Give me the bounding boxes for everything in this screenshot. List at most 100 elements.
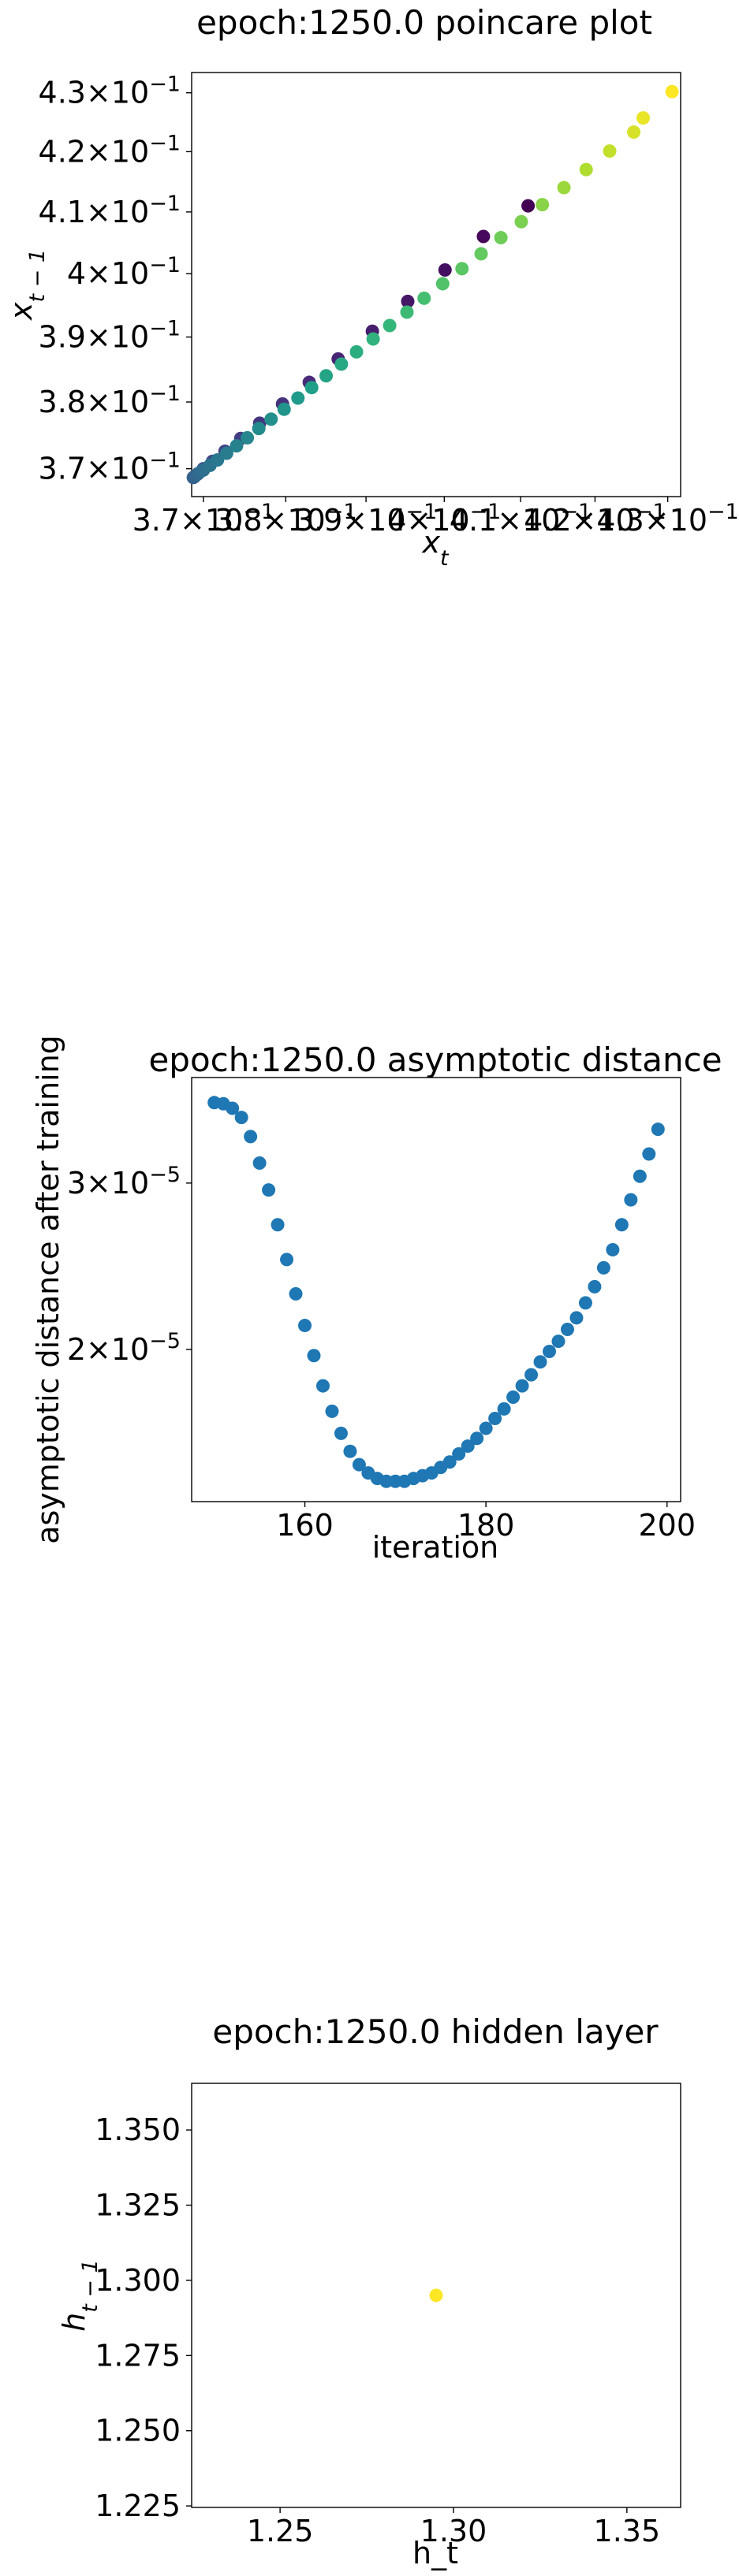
hidden-layer-y-label: ht − 1 bbox=[57, 2259, 103, 2332]
poincare-title: epoch:1250.0 poincare plot bbox=[196, 3, 652, 42]
asymptotic-point bbox=[524, 1368, 539, 1382]
asymptotic-point bbox=[280, 1253, 294, 1267]
hidden-layer-point bbox=[429, 2288, 443, 2302]
hidden-layer-plot-area bbox=[191, 2083, 681, 2508]
hidden-layer-chart: epoch:1250.0 hidden layer 1.225 1.250 1.27… bbox=[57, 2012, 681, 2570]
poincare-chart: epoch:1250.0 poincare plot 3.7×10−13.8×1… bbox=[4, 3, 739, 571]
poincare-point bbox=[455, 262, 469, 276]
poincare-point bbox=[277, 402, 291, 416]
poincare-y-tick-label: 4.2×10−1 bbox=[39, 131, 181, 169]
asymptotic-title: epoch:1250.0 asymptotic distance bbox=[148, 1040, 722, 1079]
poincare-point bbox=[636, 111, 651, 125]
poincare-y-ticks: 3.7×10−1 3.8×10−1 3.9×10−1 4×10−1 4.1×10−1 4.… bbox=[39, 72, 192, 486]
poincare-point bbox=[514, 214, 528, 229]
poincare-point bbox=[438, 262, 452, 277]
poincare-point bbox=[603, 144, 617, 158]
asymptotic-y-tick-label: 2×10−5 bbox=[67, 1328, 181, 1367]
poincare-point bbox=[304, 381, 319, 395]
poincare-x-tick-label: 4.1×10−1 bbox=[450, 500, 592, 538]
asymptotic-y-ticks: 2×10−5 3×10−5 bbox=[67, 1162, 192, 1367]
hidden-layer-y-tick-label: 1.250 bbox=[95, 2414, 181, 2448]
poincare-point bbox=[219, 446, 233, 460]
poincare-point bbox=[494, 231, 508, 245]
poincare-point bbox=[521, 199, 536, 213]
poincare-plot-area bbox=[191, 72, 681, 497]
poincare-x-tick-label: 4×10−1 bbox=[387, 500, 501, 538]
asymptotic-point bbox=[343, 1444, 357, 1458]
poincare-x-tick-label: 3.8×10−1 bbox=[215, 500, 356, 538]
hidden-layer-x-ticks: 1.25 1.30 1.35 bbox=[247, 2507, 660, 2548]
asymptotic-point bbox=[533, 1355, 547, 1369]
asymptotic-point bbox=[289, 1286, 303, 1301]
asymptotic-point bbox=[578, 1296, 592, 1310]
poincare-point bbox=[252, 422, 266, 436]
asymptotic-point bbox=[479, 1421, 493, 1435]
asymptotic-point bbox=[569, 1311, 584, 1325]
poincare-point bbox=[627, 125, 641, 140]
asymptotic-point bbox=[262, 1183, 276, 1197]
asymptotic-point bbox=[588, 1279, 602, 1294]
asymptotic-point bbox=[606, 1242, 620, 1256]
hidden-layer-y-tick-label: 1.350 bbox=[95, 2113, 181, 2147]
hidden-layer-x-tick-label: 1.35 bbox=[594, 2514, 661, 2548]
asymptotic-point bbox=[543, 1344, 557, 1358]
poincare-point bbox=[334, 357, 349, 371]
poincare-point bbox=[366, 332, 380, 346]
poincare-y-tick-label: 3.8×10−1 bbox=[39, 382, 181, 420]
poincare-x-ticks: 3.7×10−13.8×10−13.9×10−14×10−14.1×10−14.… bbox=[132, 497, 739, 538]
poincare-point bbox=[401, 294, 415, 308]
poincare-point bbox=[536, 198, 550, 212]
asymptotic-point bbox=[244, 1130, 258, 1144]
poincare-points bbox=[186, 84, 679, 485]
poincare-x-tick-label: 4.3×10−1 bbox=[596, 500, 738, 538]
asymptotic-point bbox=[642, 1147, 656, 1161]
asymptotic-point bbox=[352, 1457, 366, 1472]
poincare-point bbox=[241, 430, 255, 445]
asymptotic-point bbox=[315, 1379, 330, 1393]
asymptotic-point bbox=[461, 1439, 475, 1454]
hidden-layer-y-tick-label: 1.325 bbox=[95, 2188, 181, 2223]
hidden-layer-x-tick-label: 1.25 bbox=[247, 2514, 314, 2548]
asymptotic-point bbox=[497, 1402, 511, 1416]
poincare-point bbox=[557, 181, 571, 195]
poincare-point bbox=[264, 412, 278, 426]
asymptotic-x-tick-label: 200 bbox=[639, 1508, 696, 1543]
poincare-point bbox=[474, 247, 488, 261]
hidden-layer-title: epoch:1250.0 hidden layer bbox=[212, 2012, 659, 2051]
asymptotic-point bbox=[651, 1122, 665, 1137]
poincare-point bbox=[230, 439, 244, 453]
poincare-y-tick-label: 3.7×10−1 bbox=[39, 448, 181, 486]
hidden-layer-y-tick-label: 1.300 bbox=[95, 2263, 181, 2298]
asymptotic-point bbox=[551, 1335, 565, 1349]
asymptotic-x-tick-label: 180 bbox=[457, 1508, 515, 1543]
asymptotic-plot-area bbox=[191, 1077, 681, 1502]
asymptotic-y-label: asymptotic distance after training bbox=[31, 1035, 65, 1544]
poincare-point bbox=[476, 229, 491, 244]
hidden-layer-x-label: h_t bbox=[412, 2536, 458, 2570]
poincare-point bbox=[417, 291, 431, 305]
asymptotic-point bbox=[614, 1218, 629, 1232]
asymptotic-point bbox=[252, 1156, 267, 1170]
hidden-layer-x-tick-label: 1.30 bbox=[420, 2514, 487, 2548]
poincare-point bbox=[435, 277, 450, 291]
asymptotic-point bbox=[506, 1390, 521, 1405]
poincare-x-tick-label: 4.2×10−1 bbox=[524, 500, 666, 538]
asymptotic-point bbox=[596, 1260, 610, 1275]
asymptotic-y-tick-label: 3×10−5 bbox=[67, 1162, 181, 1201]
asymptotic-points bbox=[207, 1096, 665, 1488]
asymptotic-point bbox=[226, 1101, 240, 1115]
asymptotic-point bbox=[234, 1111, 248, 1125]
poincare-x-tick-label: 3.7×10−1 bbox=[132, 500, 274, 538]
asymptotic-x-ticks: 160 180 200 bbox=[276, 1502, 696, 1543]
asymptotic-point bbox=[470, 1431, 484, 1446]
asymptotic-point bbox=[442, 1455, 457, 1469]
asymptotic-point bbox=[334, 1426, 348, 1440]
poincare-x-tick-label: 3.9×10−1 bbox=[295, 500, 437, 538]
poincare-y-tick-label: 3.9×10−1 bbox=[39, 316, 181, 355]
poincare-point bbox=[665, 84, 679, 99]
asymptotic-point bbox=[325, 1404, 339, 1418]
asymptotic-x-label: iteration bbox=[372, 1530, 499, 1565]
hidden-layer-y-ticks: 1.225 1.250 1.275 1.300 1.325 1.350 bbox=[95, 2113, 192, 2523]
poincare-y-tick-label: 4×10−1 bbox=[67, 253, 181, 292]
